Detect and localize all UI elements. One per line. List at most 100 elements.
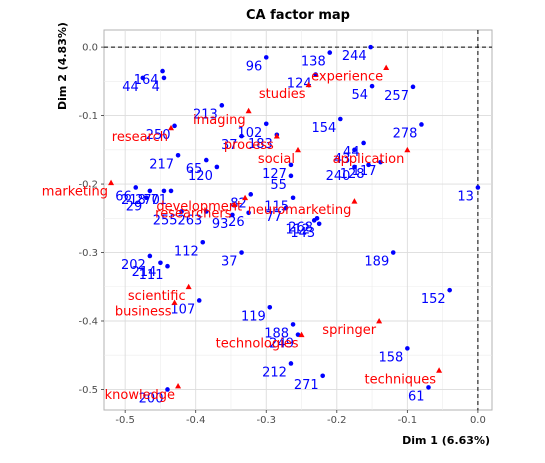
row-point bbox=[133, 185, 139, 190]
row-point-label: 120 bbox=[188, 169, 213, 184]
row-point bbox=[283, 205, 289, 211]
row-point bbox=[230, 212, 235, 218]
x-tick-label: -0.3 bbox=[256, 415, 276, 426]
row-point bbox=[263, 55, 269, 60]
y-axis-title: Dim 2 (4.83%) bbox=[56, 22, 69, 110]
column-point bbox=[242, 194, 249, 201]
x-tick-label: -0.1 bbox=[398, 415, 418, 426]
row-point bbox=[352, 164, 357, 170]
row-point bbox=[352, 147, 357, 153]
row-point-label: 138 bbox=[301, 55, 326, 70]
chart-title: CA factor map bbox=[246, 8, 350, 23]
column-point-label: application bbox=[333, 152, 405, 167]
row-point-label: 218 bbox=[121, 193, 146, 208]
row-point bbox=[165, 263, 170, 269]
row-point bbox=[361, 140, 366, 146]
row-point bbox=[239, 250, 244, 255]
row-point-label: 111 bbox=[139, 268, 164, 283]
y-tick-label: -0.5 bbox=[78, 385, 98, 396]
column-point-label: techniques bbox=[364, 372, 436, 387]
row-point bbox=[161, 75, 167, 81]
row-point bbox=[248, 192, 254, 197]
row-point bbox=[390, 250, 396, 255]
row-point bbox=[419, 122, 424, 127]
row-point-label: 189 bbox=[364, 255, 389, 270]
row-point-label: 268 bbox=[288, 220, 313, 235]
y-tick-label: -0.3 bbox=[78, 248, 98, 259]
reference-lines bbox=[104, 30, 492, 410]
row-point bbox=[219, 103, 225, 108]
row-point bbox=[239, 133, 244, 139]
column-point bbox=[436, 367, 443, 373]
row-point bbox=[288, 173, 294, 179]
row-point-label: 183 bbox=[248, 137, 273, 152]
column-point bbox=[298, 331, 305, 338]
row-point-label: 217 bbox=[149, 157, 174, 172]
row-point bbox=[366, 162, 371, 168]
row-point-label: 66 bbox=[115, 189, 132, 204]
row-point-label: 44 bbox=[122, 80, 139, 95]
row-point-label: 96 bbox=[246, 59, 263, 74]
row-point bbox=[369, 83, 375, 89]
row-point-label: 152 bbox=[421, 292, 446, 307]
row-point bbox=[267, 304, 273, 310]
row-point-label: 154 bbox=[311, 121, 336, 136]
column-point-label: research bbox=[112, 130, 168, 145]
y-tick-label: -0.4 bbox=[78, 316, 98, 327]
row-point-label: 4 bbox=[152, 80, 160, 95]
row-point-label: 65 bbox=[186, 162, 203, 177]
row-point-label: 37 bbox=[221, 138, 238, 153]
column-point bbox=[245, 107, 252, 114]
row-point bbox=[426, 385, 431, 390]
row-point bbox=[288, 361, 294, 366]
column-point-label: business bbox=[115, 305, 172, 320]
row-point bbox=[175, 152, 181, 158]
column-point bbox=[404, 146, 411, 153]
column-point-label: social bbox=[258, 152, 295, 167]
y-tick-label: -0.2 bbox=[78, 180, 98, 191]
column-point bbox=[351, 198, 358, 204]
column-point bbox=[171, 299, 178, 305]
row-point-label: 270 bbox=[135, 193, 160, 208]
row-point bbox=[288, 162, 294, 168]
column-point-label: process bbox=[224, 138, 274, 153]
column-point bbox=[108, 179, 115, 186]
row-point bbox=[140, 75, 146, 81]
row-point-label: 43 bbox=[334, 152, 351, 167]
grid-layer bbox=[104, 30, 492, 410]
tick-layer: -0.5 -0.4 -0.3 -0.2 -0.1 0.0 0.0 -0.1 -0.2 -0.3 -0… bbox=[78, 43, 485, 426]
row-point-label: 255 bbox=[153, 213, 178, 228]
row-point-label: 213 bbox=[193, 107, 218, 122]
row-point bbox=[147, 188, 153, 194]
column-point-label: imaging bbox=[193, 113, 246, 128]
column-point-label: marketing bbox=[42, 185, 108, 200]
row-point bbox=[165, 387, 170, 392]
row-point-label: 54 bbox=[352, 88, 369, 103]
row-point-label: 37 bbox=[221, 255, 238, 270]
row-point bbox=[168, 188, 174, 194]
row-point bbox=[203, 209, 209, 214]
column-points-layer: experiencestudiesimagingresearchprocesss… bbox=[42, 64, 443, 403]
row-point bbox=[327, 50, 333, 55]
column-point-label: neuromarketing bbox=[248, 203, 352, 218]
row-point-label: 240 bbox=[326, 169, 351, 184]
row-point-label: 124 bbox=[287, 77, 312, 92]
row-point bbox=[410, 84, 416, 90]
row-point-label: 29 bbox=[126, 200, 143, 215]
row-point-label: 26 bbox=[228, 215, 245, 230]
row-point-label: 164 bbox=[134, 73, 159, 88]
row-point bbox=[320, 373, 325, 379]
column-point bbox=[376, 317, 383, 324]
column-point-label: technologies bbox=[216, 337, 299, 352]
column-point-label: studies bbox=[259, 87, 306, 102]
row-point bbox=[147, 253, 153, 259]
row-point bbox=[179, 209, 184, 214]
row-point-label: 77 bbox=[265, 210, 282, 225]
row-point bbox=[405, 346, 410, 351]
y-tick-label: -0.1 bbox=[78, 111, 98, 122]
row-point-label: 188 bbox=[264, 326, 289, 341]
x-tick-label: -0.2 bbox=[327, 415, 347, 426]
